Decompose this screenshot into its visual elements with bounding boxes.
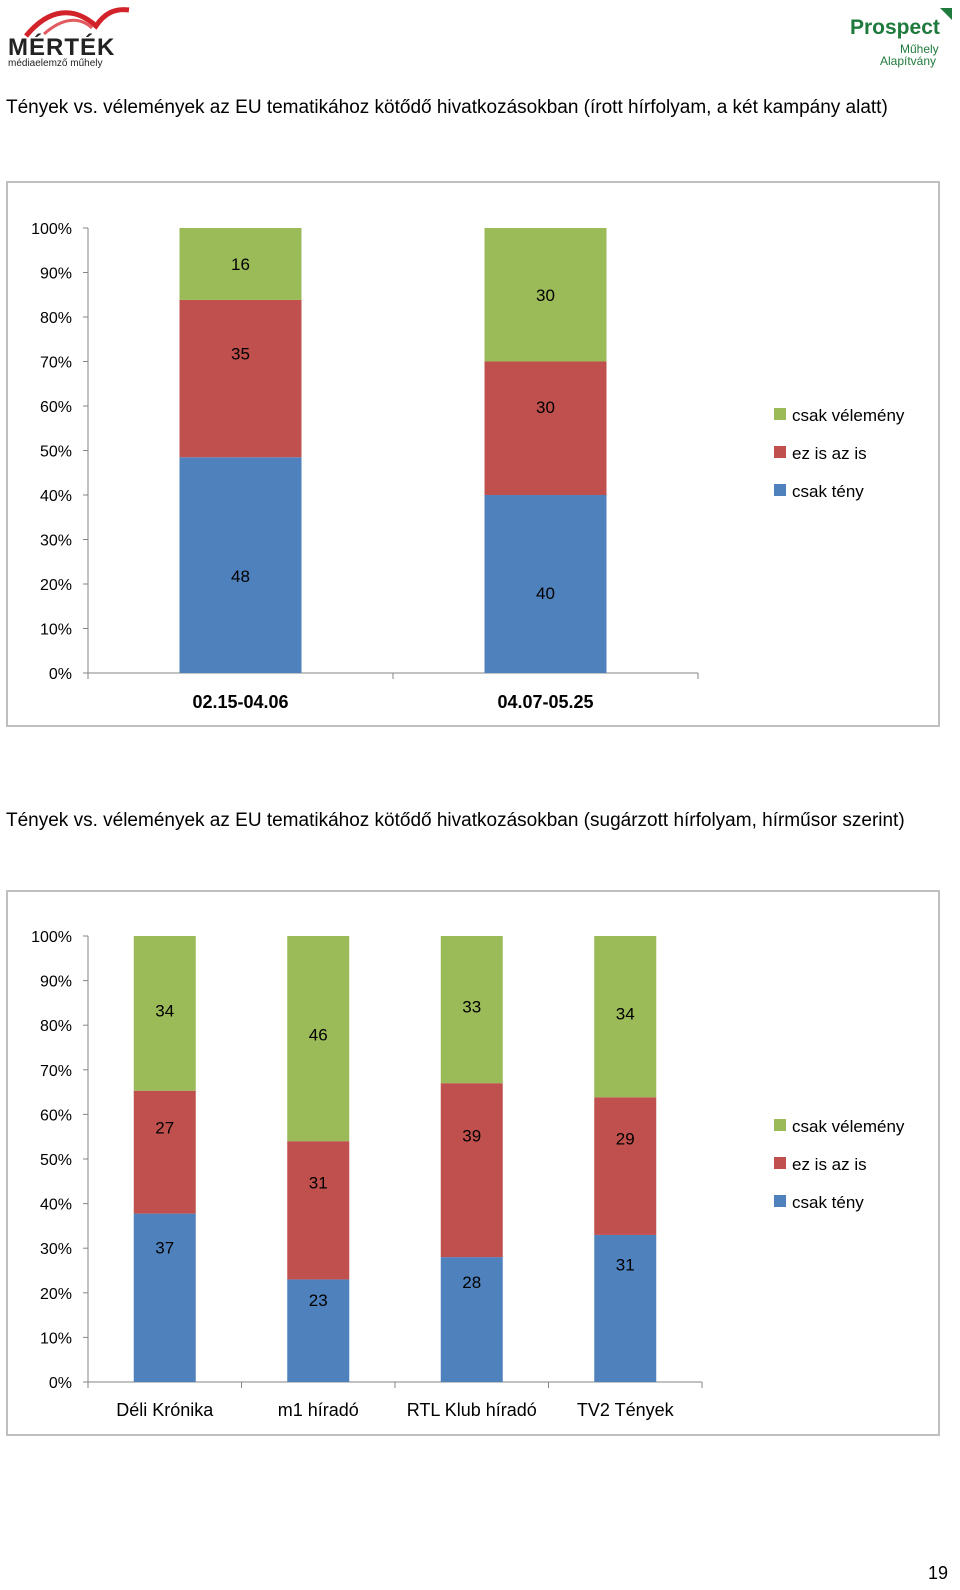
merték-logo: MÉRTÉK médiaelemző műhely xyxy=(4,6,134,69)
y-tick-label: 10% xyxy=(40,1330,72,1347)
y-tick-label: 50% xyxy=(40,444,72,461)
prospect-logo: Prospect Műhely Alapítvány xyxy=(850,6,958,68)
chart-1: 0% 10% 20% 30% 40% 50% 60% 70% 80% 90% 100% 48 35 16 0… xyxy=(31,221,905,712)
y-tick-label: 40% xyxy=(40,488,72,505)
y-tick-label: 90% xyxy=(40,974,72,991)
bar-segment xyxy=(287,936,350,1142)
y-tick-label: 30% xyxy=(40,533,72,550)
data-label: 34 xyxy=(155,1001,174,1020)
logo-mark-icon xyxy=(940,8,952,20)
bar-segment xyxy=(440,936,503,1084)
bar-segment xyxy=(287,1141,350,1280)
y-tick-label: 60% xyxy=(40,1107,72,1124)
bar-segment xyxy=(179,299,302,458)
data-label: 39 xyxy=(462,1126,481,1145)
x-category-label: TV2 Tények xyxy=(577,1400,675,1420)
chart-2: 0% 10% 20% 30% 40% 50% 60% 70% 80% 90% 100% 37 27 34 D… xyxy=(31,929,905,1420)
bar-segment xyxy=(594,1234,657,1382)
bar-segment xyxy=(594,1097,657,1235)
data-label: 27 xyxy=(155,1119,174,1138)
logo-title: MÉRTÉK xyxy=(8,34,116,61)
legend-label: csak tény xyxy=(792,482,864,501)
y-tick-label: 60% xyxy=(40,399,72,416)
data-label: 40 xyxy=(536,584,555,603)
legend-label: ez is az is xyxy=(792,1155,867,1174)
data-label: 23 xyxy=(309,1291,328,1310)
data-label: 33 xyxy=(462,998,481,1017)
legend-label: ez is az is xyxy=(792,444,867,463)
y-tick-label: 90% xyxy=(40,266,72,283)
logo-line-3: Alapítvány xyxy=(880,54,937,68)
bar-segment xyxy=(484,495,607,673)
y-tick-label: 70% xyxy=(40,355,72,372)
bar-segment xyxy=(484,228,607,362)
x-category-label: 02.15-04.06 xyxy=(192,692,288,712)
data-label: 35 xyxy=(231,344,250,363)
x-category-label: 04.07-05.25 xyxy=(497,692,593,712)
legend-swatch xyxy=(774,484,786,496)
bar-segment xyxy=(440,1083,503,1258)
data-label: 34 xyxy=(616,1004,635,1023)
legend-swatch xyxy=(774,408,786,420)
logo-subtitle: médiaelemző műhely xyxy=(8,58,103,69)
data-label: 31 xyxy=(616,1255,635,1274)
data-label: 29 xyxy=(616,1130,635,1149)
chart-2-frame: 0% 10% 20% 30% 40% 50% 60% 70% 80% 90% 100% 37 27 34 D… xyxy=(6,890,940,1436)
chart-2-title: Tények vs. vélemények az EU tematikához … xyxy=(6,810,905,831)
bar-segment xyxy=(179,228,302,300)
x-category-label: m1 híradó xyxy=(278,1400,359,1420)
data-label: 28 xyxy=(462,1273,481,1292)
y-tick-label: 80% xyxy=(40,1018,72,1035)
legend-label: csak tény xyxy=(792,1193,864,1212)
data-label: 31 xyxy=(309,1174,328,1193)
y-tick-label: 0% xyxy=(49,666,72,683)
bar-segment xyxy=(287,1279,350,1382)
chart-1-frame: 0% 10% 20% 30% 40% 50% 60% 70% 80% 90% 100% 48 35 16 0… xyxy=(6,181,940,727)
legend-label: csak vélemény xyxy=(792,406,905,425)
legend-swatch xyxy=(774,446,786,458)
x-category-label: RTL Klub híradó xyxy=(407,1400,537,1420)
logo-line-2: Műhely xyxy=(900,42,939,56)
logo-swoosh-icon xyxy=(24,7,130,38)
legend-swatch xyxy=(774,1119,786,1131)
bar-segment xyxy=(133,1213,196,1382)
bar-segment xyxy=(133,1090,196,1214)
bar-segment xyxy=(179,457,302,673)
x-category-label: Déli Krónika xyxy=(116,1400,214,1420)
data-label: 30 xyxy=(536,286,555,305)
y-tick-label: 10% xyxy=(40,622,72,639)
y-tick-label: 100% xyxy=(31,221,72,238)
legend-swatch xyxy=(774,1157,786,1169)
y-tick-label: 70% xyxy=(40,1063,72,1080)
page-number: 19 xyxy=(927,1563,948,1583)
bar-segment xyxy=(594,936,657,1098)
bar-segment xyxy=(484,361,607,495)
legend-swatch xyxy=(774,1195,786,1207)
y-tick-label: 0% xyxy=(49,1375,72,1392)
logo-title: Prospect xyxy=(850,16,940,39)
y-tick-label: 100% xyxy=(31,929,72,946)
y-tick-label: 30% xyxy=(40,1241,72,1258)
data-label: 16 xyxy=(231,255,250,274)
data-label: 30 xyxy=(536,398,555,417)
data-label: 46 xyxy=(309,1025,328,1044)
y-tick-label: 20% xyxy=(40,1286,72,1303)
data-label: 37 xyxy=(155,1238,174,1257)
bar-segment xyxy=(440,1257,503,1382)
bar-segment xyxy=(133,936,196,1091)
y-tick-label: 40% xyxy=(40,1197,72,1214)
y-tick-label: 80% xyxy=(40,310,72,327)
y-tick-label: 50% xyxy=(40,1152,72,1169)
data-label: 48 xyxy=(231,567,250,586)
legend-label: csak vélemény xyxy=(792,1117,905,1136)
chart-1-title: Tények vs. vélemények az EU tematikához … xyxy=(6,97,888,118)
y-tick-label: 20% xyxy=(40,577,72,594)
